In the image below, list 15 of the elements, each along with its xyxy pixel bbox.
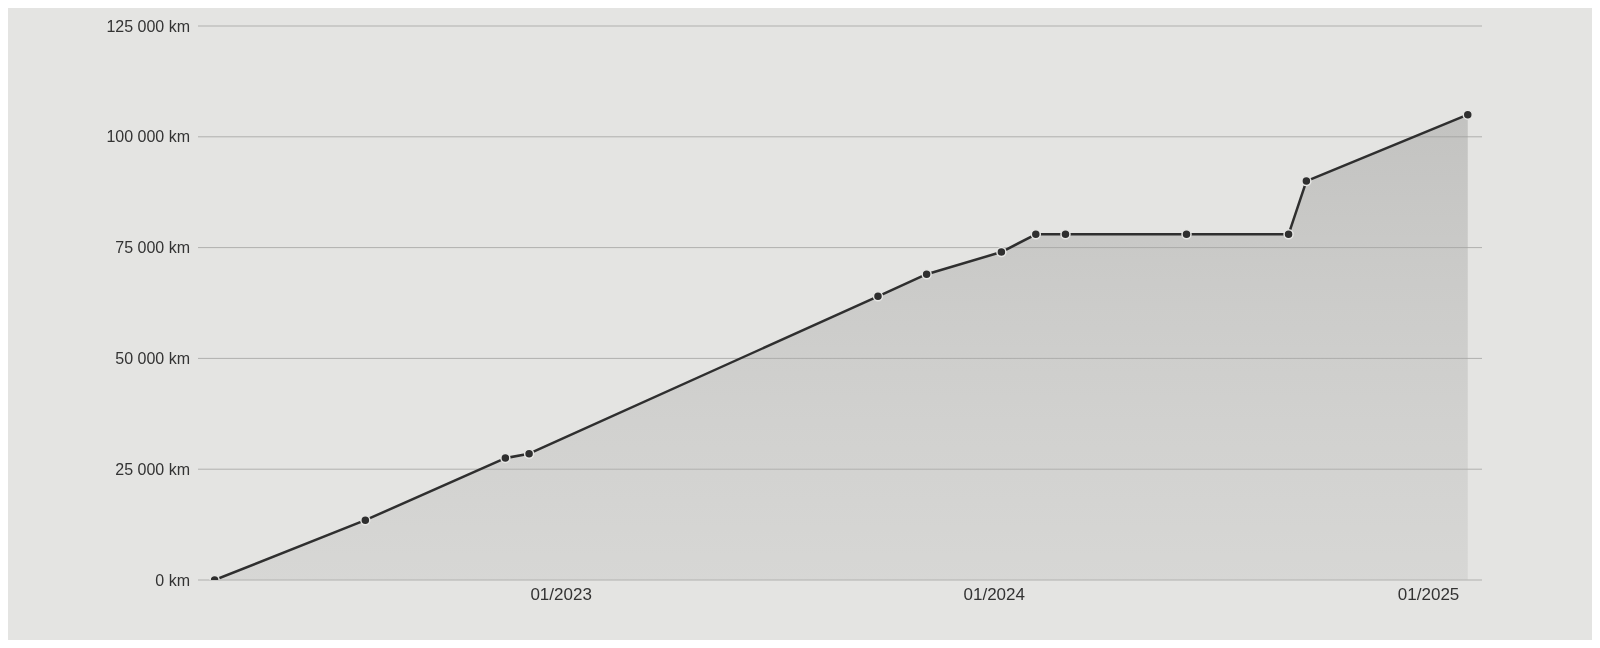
point xyxy=(1181,229,1192,240)
y-tick-label: 100 000 km xyxy=(106,128,190,146)
point xyxy=(1283,229,1294,240)
x-tick-label: 01/2023 xyxy=(530,585,592,605)
y-tick-label: 50 000 km xyxy=(115,350,190,368)
point xyxy=(1060,229,1071,240)
x-tick-label: 01/2025 xyxy=(1397,585,1460,605)
y-tick-label: 0 km xyxy=(155,571,190,589)
y-tick-label: 125 000 km xyxy=(106,17,190,35)
point xyxy=(996,246,1007,258)
point xyxy=(1030,229,1042,240)
y-tick-label: 25 000 km xyxy=(115,460,190,478)
point xyxy=(872,291,884,302)
y-tick-label: 75 000 km xyxy=(115,239,190,257)
x-tick-label: 01/2024 xyxy=(963,585,1025,605)
